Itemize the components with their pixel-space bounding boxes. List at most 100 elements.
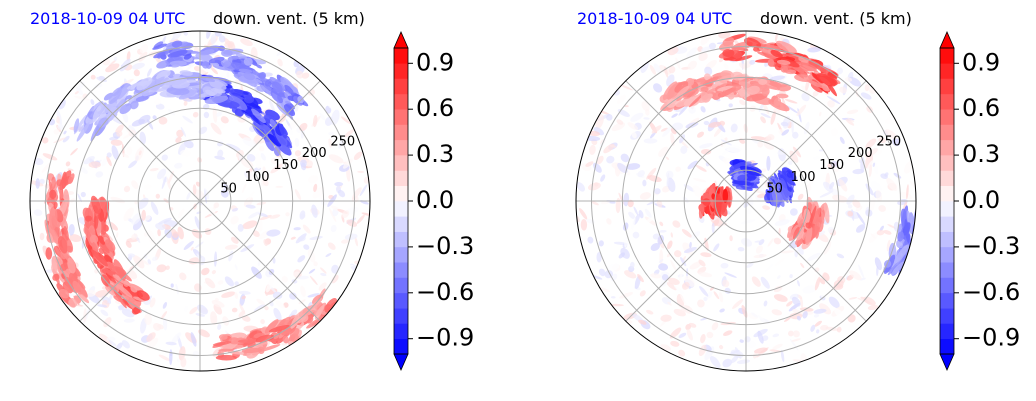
noise-blob [662,126,673,138]
noise-blob [846,109,859,115]
noise-blob [269,300,274,307]
noise-blob [177,208,185,219]
noise-blob [196,253,202,263]
noise-blob [678,332,687,339]
noise-blob [820,289,826,298]
noise-blob [289,292,297,300]
noise-blob [863,296,876,306]
noise-blob [157,168,167,180]
feature-blob [107,263,117,272]
noise-blob [96,76,108,83]
noise-blob [844,77,853,82]
noise-blob [307,175,319,184]
feature-blob [156,59,172,69]
noise-blob [108,59,117,67]
noise-blob [847,204,853,209]
noise-blob [136,342,139,354]
noise-blob [212,106,218,123]
colorbar-tick-label: 0.3 [416,140,454,168]
feature-blob [739,165,762,177]
noise-blob [242,137,257,148]
colorbar-segment [394,109,408,125]
noise-blob [328,138,333,148]
noise-blob [149,297,156,308]
noise-blob [307,293,320,298]
colorbar-segment [940,63,954,79]
noise-blob [129,265,135,271]
noise-blob [204,228,212,236]
feature-blob [103,254,113,264]
noise-blob [872,162,876,167]
feature-blob [76,122,90,142]
noise-blob [596,155,604,165]
noise-blob [266,229,281,237]
noise-blob [805,79,810,91]
noise-blob [649,64,657,75]
colorbar-segment [940,93,954,110]
noise-blob [190,246,194,251]
feature-blob [59,170,72,191]
noise-blob [760,113,771,119]
noise-blob [128,160,138,169]
feature-blob [53,201,58,210]
noise-blob [836,253,845,259]
noise-blob [67,168,74,172]
noise-blob [98,333,112,346]
noise-blob [627,122,639,130]
noise-blob [344,233,358,241]
noise-blob [827,95,841,105]
angular-grid-line [199,80,321,202]
noise-blob [144,313,153,325]
feature-blob [51,176,56,190]
noise-blob [813,270,825,282]
noise-blob [650,243,660,251]
noise-blob [648,228,655,236]
feature-blob [806,79,825,89]
noise-blob [631,131,637,139]
panel-2-colorbar: −0.9 −0.6 −0.3 0.0 0.3 0.6 0.9 [939,31,1020,371]
noise-blob [33,209,43,216]
noise-blob [116,232,119,238]
noise-blob [784,99,798,104]
feature-blob [166,86,190,96]
noise-blob [728,103,733,108]
feature-blob [179,70,193,76]
noise-blob [760,168,767,173]
noise-blob [576,182,586,192]
noise-blob [653,63,661,73]
noise-blob [774,219,790,226]
noise-blob [722,279,730,288]
noise-blob [126,51,131,62]
noise-blob [880,173,888,179]
noise-blob [213,202,220,209]
colorbar-tick-label: 0.9 [962,48,1000,76]
noise-blob [241,295,246,300]
noise-blob [633,206,639,216]
noise-blob [116,130,123,137]
noise-blob [651,125,662,134]
noise-blob [641,101,650,112]
noise-blob [711,222,715,234]
colorbar-segment [394,338,408,355]
noise-blob [155,56,162,64]
noise-blob [222,316,230,326]
noise-blob [722,330,733,336]
noise-blob [299,122,308,132]
noise-blob [693,177,707,183]
noise-blob [214,155,226,160]
noise-blob [627,199,634,208]
noise-blob [598,268,606,277]
noise-blob [801,92,810,102]
noise-blob [786,301,793,307]
noise-blob [213,251,218,267]
noise-blob [600,200,610,205]
noise-blob [123,318,135,323]
noise-blob [41,162,52,173]
feature-blob [68,173,75,184]
feature-blob [264,319,279,334]
noise-blob [217,149,224,158]
noise-blob [224,276,234,287]
colorbar-segment [394,139,408,156]
feature-blob [703,73,711,81]
noise-blob [346,219,358,227]
